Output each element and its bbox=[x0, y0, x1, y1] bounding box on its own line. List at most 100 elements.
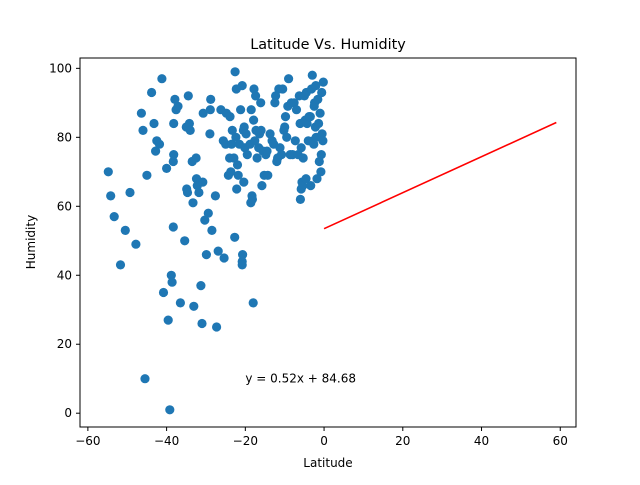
data-point bbox=[311, 81, 321, 91]
data-point bbox=[206, 94, 216, 104]
data-point bbox=[183, 91, 193, 101]
data-point bbox=[185, 125, 195, 135]
data-point bbox=[149, 118, 159, 129]
data-point bbox=[282, 132, 292, 142]
data-point bbox=[249, 84, 259, 94]
data-point bbox=[309, 139, 319, 149]
data-point bbox=[230, 67, 240, 77]
data-point bbox=[165, 405, 175, 415]
data-point bbox=[232, 184, 242, 194]
data-point bbox=[140, 374, 150, 384]
data-point bbox=[316, 167, 326, 177]
data-point bbox=[237, 81, 247, 91]
data-point bbox=[115, 260, 126, 270]
y-tick-label: 40 bbox=[57, 268, 72, 282]
data-point bbox=[289, 98, 299, 108]
x-tick-label: 40 bbox=[474, 434, 489, 448]
data-point bbox=[200, 215, 210, 225]
data-point bbox=[284, 74, 294, 84]
x-tick-label: 20 bbox=[395, 434, 410, 448]
data-point bbox=[173, 101, 183, 111]
data-point bbox=[238, 250, 248, 260]
data-point bbox=[213, 246, 223, 256]
data-point bbox=[295, 194, 305, 204]
x-tick-label: 0 bbox=[320, 434, 328, 448]
data-point bbox=[230, 232, 240, 242]
data-point bbox=[197, 318, 207, 329]
data-point bbox=[205, 129, 215, 139]
data-point bbox=[154, 139, 165, 149]
data-point bbox=[252, 153, 262, 163]
data-point bbox=[256, 125, 266, 135]
y-tick-label: 80 bbox=[57, 130, 72, 144]
data-point bbox=[188, 198, 198, 208]
data-point bbox=[163, 315, 173, 325]
x-tick-label: 60 bbox=[553, 434, 568, 448]
data-point bbox=[247, 194, 257, 204]
data-point bbox=[184, 118, 194, 129]
data-point bbox=[229, 153, 239, 163]
data-point bbox=[296, 143, 306, 153]
data-point bbox=[298, 153, 308, 163]
data-point bbox=[231, 132, 241, 142]
data-point bbox=[242, 150, 252, 160]
data-point bbox=[227, 125, 237, 135]
data-point bbox=[210, 191, 220, 201]
data-point bbox=[314, 156, 324, 167]
data-point bbox=[316, 150, 326, 160]
data-point bbox=[263, 170, 273, 180]
data-point bbox=[251, 91, 261, 101]
data-point bbox=[194, 187, 204, 198]
data-point bbox=[307, 70, 317, 80]
data-point bbox=[142, 170, 152, 180]
y-axis-label: Humidity bbox=[24, 215, 38, 269]
data-point bbox=[232, 160, 243, 170]
plot-frame bbox=[79, 57, 577, 428]
y-tick-label: 20 bbox=[57, 337, 72, 351]
data-point bbox=[227, 139, 237, 149]
data-point bbox=[167, 277, 177, 287]
data-point bbox=[291, 105, 302, 115]
data-point bbox=[318, 77, 328, 87]
data-point bbox=[312, 174, 322, 184]
data-point bbox=[212, 322, 222, 332]
data-point bbox=[305, 112, 315, 122]
data-point bbox=[106, 191, 116, 201]
x-tick-label: −20 bbox=[233, 434, 258, 448]
y-tick-label: 60 bbox=[57, 199, 72, 213]
data-point bbox=[169, 118, 179, 129]
data-point bbox=[170, 94, 180, 104]
data-point bbox=[151, 146, 161, 156]
data-point bbox=[168, 156, 178, 167]
data-point bbox=[317, 129, 327, 139]
data-point bbox=[225, 112, 235, 122]
data-points bbox=[103, 67, 328, 415]
data-point bbox=[275, 143, 285, 153]
data-point bbox=[302, 118, 312, 129]
y-axis-ticks: 0 20 40 60 80 100 bbox=[49, 61, 80, 420]
data-point bbox=[246, 105, 256, 115]
y-tick-label: 0 bbox=[64, 406, 72, 420]
x-axis-label: Latitude bbox=[303, 456, 352, 470]
data-point bbox=[237, 260, 247, 270]
data-point bbox=[318, 136, 328, 146]
regression-line bbox=[323, 121, 557, 230]
regression-layer bbox=[323, 121, 557, 230]
data-point bbox=[125, 187, 135, 198]
data-point bbox=[280, 122, 290, 132]
data-point bbox=[120, 225, 130, 235]
data-point bbox=[162, 163, 172, 173]
data-point bbox=[239, 122, 249, 132]
data-point bbox=[198, 177, 208, 187]
data-point bbox=[158, 287, 169, 298]
data-point bbox=[236, 105, 246, 115]
data-point bbox=[306, 181, 316, 191]
data-point bbox=[271, 91, 281, 101]
data-point bbox=[226, 167, 236, 177]
data-point bbox=[157, 74, 167, 84]
data-point bbox=[138, 125, 148, 135]
data-point bbox=[175, 298, 185, 308]
